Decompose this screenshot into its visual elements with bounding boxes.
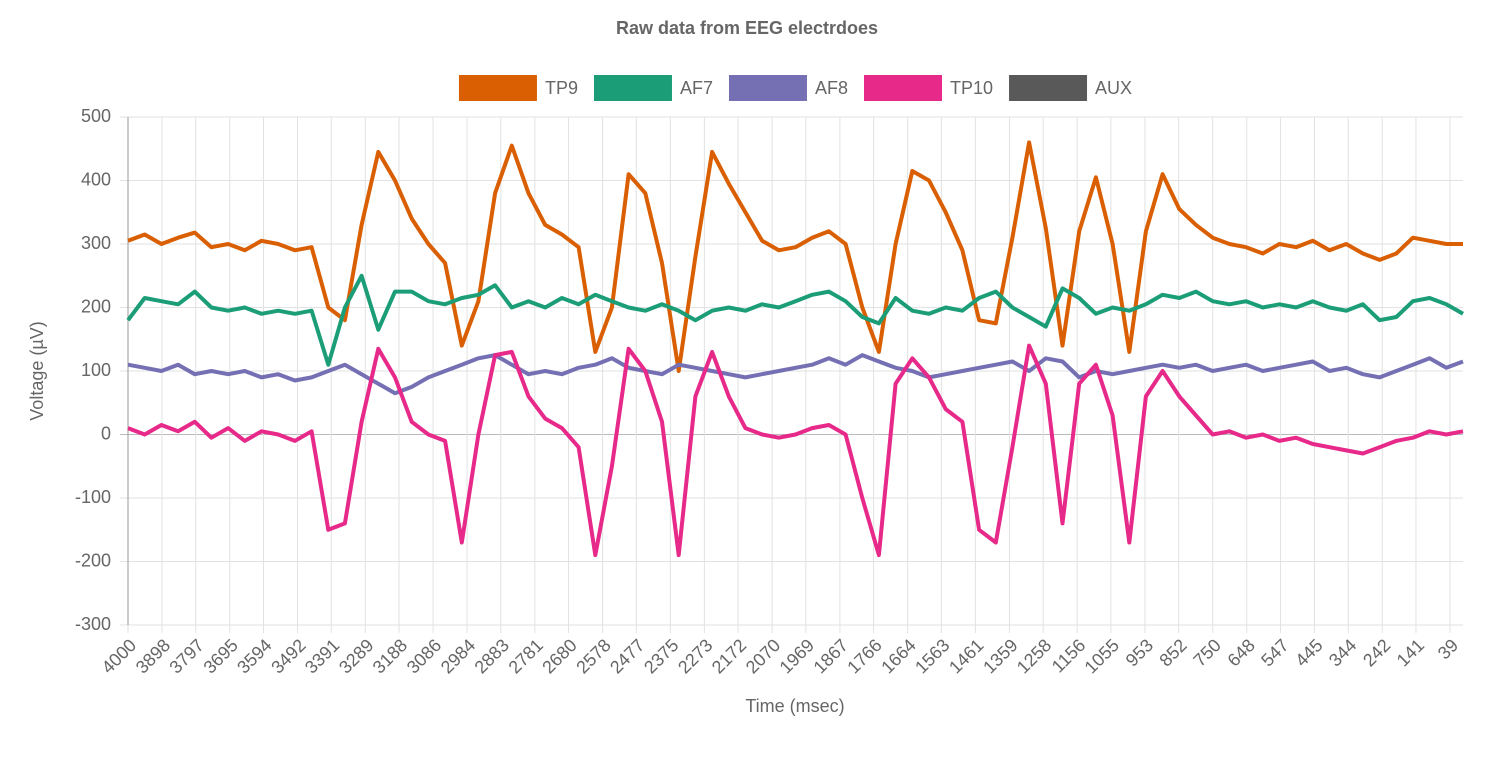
y-tick-label: 200: [81, 296, 111, 316]
legend-swatch: [728, 75, 807, 101]
series-line: [127, 343, 1464, 558]
x-tick-label: 4000: [98, 635, 140, 677]
x-tick-label: 2477: [606, 635, 648, 677]
x-tick-label: 1258: [1013, 635, 1055, 677]
x-tick-label: 953: [1122, 635, 1157, 670]
y-axis-title: Voltage (µV): [27, 321, 47, 420]
x-tick-label: 1664: [877, 635, 919, 677]
y-tick-label: -300: [75, 614, 111, 634]
legend-label: TP9: [545, 78, 578, 98]
y-tick-label: -200: [75, 550, 111, 570]
x-tick-label: 2172: [708, 635, 750, 677]
chart-title: Raw data from EEG electrdoes: [616, 18, 878, 38]
legend-swatch: [864, 75, 942, 101]
x-tick-label: 2273: [674, 635, 716, 677]
x-tick-label: 750: [1189, 635, 1224, 670]
x-tick-label: 3797: [165, 635, 207, 677]
x-tick-label: 1867: [810, 635, 852, 677]
x-tick-label: 1969: [776, 635, 818, 677]
x-tick-label: 3188: [369, 635, 411, 677]
x-tick-label: 344: [1325, 635, 1360, 670]
x-tick-label: 1563: [911, 635, 953, 677]
legend: TP9 AF7 AF8 TP10 AUX: [458, 75, 1132, 101]
x-tick-label: 2680: [538, 635, 580, 677]
x-tick-label: 141: [1393, 635, 1428, 670]
x-tick-label: 1156: [1048, 635, 1090, 677]
y-tick-label: 400: [81, 169, 111, 189]
x-tick-label: 242: [1359, 635, 1394, 670]
x-tick-label: 3594: [233, 635, 275, 677]
legend-label: AF8: [815, 78, 848, 98]
x-tick-label: 547: [1257, 635, 1292, 670]
legend-label: AF7: [680, 78, 713, 98]
x-tick-label: 1359: [979, 635, 1021, 677]
x-tick-label: 3086: [403, 635, 445, 677]
series-line: [126, 273, 1464, 367]
legend-swatch: [1009, 75, 1088, 101]
x-tick-label: 3391: [301, 635, 343, 677]
series-line: [127, 140, 1463, 373]
legend-label: AUX: [1095, 78, 1132, 98]
legend-swatch: [593, 75, 672, 101]
y-tick-label: 100: [81, 360, 111, 380]
x-tick-label: 3289: [335, 635, 377, 677]
legend-label: TP10: [950, 78, 993, 98]
x-tick-label: 2578: [572, 635, 614, 677]
y-tick-label: -100: [75, 487, 111, 507]
series-line: [127, 353, 1464, 396]
x-tick-label: 852: [1155, 635, 1190, 670]
y-tick-label: 500: [81, 106, 111, 126]
x-tick-label: 648: [1224, 635, 1259, 670]
x-tick-label: 1461: [945, 635, 987, 677]
x-tick-label: 3898: [132, 635, 174, 677]
x-tick-label: 2883: [471, 635, 513, 677]
x-tick-label: 445: [1291, 635, 1326, 670]
x-tick-label: 2984: [437, 635, 479, 677]
y-tick-label: 300: [81, 233, 111, 253]
x-tick-label: 1766: [843, 635, 885, 677]
x-tick-label: 3492: [267, 635, 309, 677]
x-axis-title: Time (msec): [745, 696, 844, 716]
x-tick-label: 2375: [640, 635, 682, 677]
x-tick-label: 3695: [200, 635, 242, 677]
x-tick-label: 39: [1434, 635, 1462, 663]
y-tick-label: 0: [101, 423, 111, 443]
x-tick-label: 1055: [1081, 635, 1123, 677]
legend-swatch: [458, 75, 537, 101]
x-tick-label: 2070: [742, 635, 784, 677]
x-tick-label: 2781: [505, 635, 547, 677]
